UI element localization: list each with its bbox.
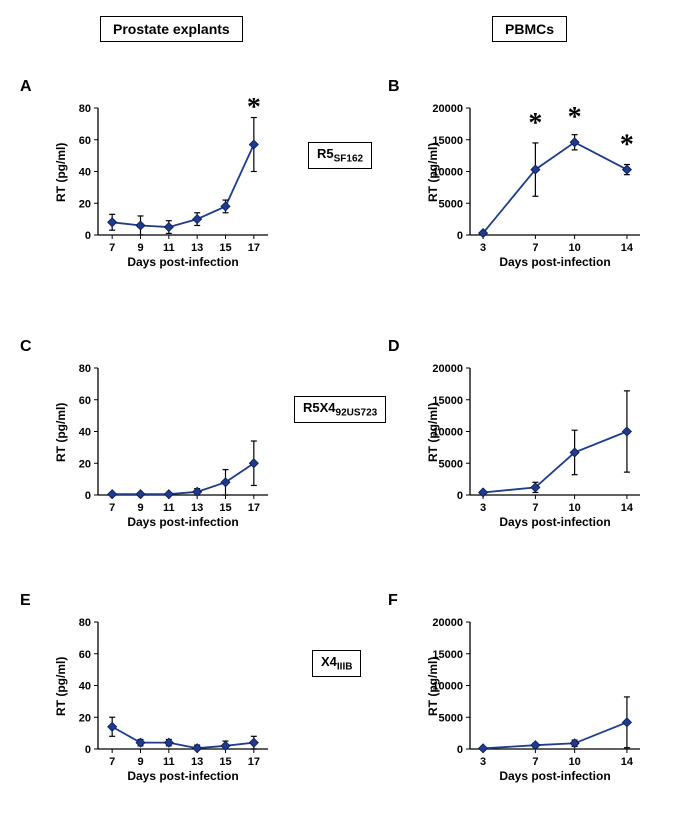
svg-text:14: 14 — [621, 242, 634, 254]
x-axis-label: Days post-infection — [470, 255, 640, 269]
svg-text:13: 13 — [191, 242, 203, 254]
svg-text:60: 60 — [79, 649, 91, 661]
svg-text:10: 10 — [568, 756, 580, 768]
panel-letter: C — [20, 338, 32, 356]
svg-text:3: 3 — [480, 242, 486, 254]
svg-text:0: 0 — [85, 744, 91, 756]
svg-text:*: * — [247, 98, 261, 123]
svg-text:*: * — [568, 102, 582, 133]
svg-text:40: 40 — [79, 427, 91, 439]
svg-text:14: 14 — [621, 502, 634, 514]
svg-text:5000: 5000 — [439, 458, 463, 470]
x-axis-label: Days post-infection — [98, 769, 268, 783]
panel-letter: D — [388, 338, 400, 356]
svg-text:20: 20 — [79, 712, 91, 724]
svg-text:7: 7 — [532, 502, 538, 514]
panel-letter: A — [20, 78, 32, 96]
svg-text:9: 9 — [137, 502, 143, 514]
panel-letter: F — [388, 592, 398, 610]
svg-text:7: 7 — [109, 502, 115, 514]
svg-text:13: 13 — [191, 502, 203, 514]
svg-text:17: 17 — [248, 502, 260, 514]
svg-text:0: 0 — [85, 230, 91, 242]
svg-text:13: 13 — [191, 756, 203, 768]
svg-text:11: 11 — [163, 756, 175, 768]
chart-F: 05000100001500020000371014RT (pg/ml)Days… — [420, 612, 650, 787]
column-header: Prostate explants — [100, 16, 243, 42]
row-label: R5SF162 — [308, 142, 372, 169]
svg-text:7: 7 — [109, 242, 115, 254]
svg-text:20000: 20000 — [432, 103, 463, 115]
svg-text:0: 0 — [457, 744, 463, 756]
svg-text:3: 3 — [480, 502, 486, 514]
y-axis-label: RT (pg/ml) — [54, 656, 68, 715]
figure-root: Prostate explants PBMCs R5SF162 R5X492US723… — [0, 0, 685, 837]
svg-text:3: 3 — [480, 756, 486, 768]
svg-text:0: 0 — [85, 490, 91, 502]
svg-text:11: 11 — [163, 242, 175, 254]
svg-text:20000: 20000 — [432, 363, 463, 375]
svg-text:9: 9 — [137, 756, 143, 768]
svg-text:5000: 5000 — [439, 712, 463, 724]
svg-text:20: 20 — [79, 198, 91, 210]
row-label: X4IIIB — [312, 650, 361, 677]
svg-text:10: 10 — [568, 242, 580, 254]
svg-text:20: 20 — [79, 458, 91, 470]
svg-text:5000: 5000 — [439, 198, 463, 210]
svg-text:15: 15 — [219, 242, 231, 254]
svg-text:60: 60 — [79, 395, 91, 407]
svg-text:11: 11 — [163, 502, 175, 514]
svg-text:14: 14 — [621, 756, 634, 768]
svg-text:40: 40 — [79, 167, 91, 179]
svg-text:*: * — [528, 108, 542, 139]
svg-text:80: 80 — [79, 363, 91, 375]
chart-C: 0 20 40 60 80 7 9 11 13 15 17 RT (pg/ml) Days post-i… — [48, 358, 278, 533]
svg-text:*: * — [620, 130, 634, 161]
x-axis-label: Days post-infection — [98, 255, 268, 269]
svg-text:17: 17 — [248, 756, 260, 768]
svg-text:7: 7 — [532, 756, 538, 768]
chart-B: 05000100001500020000371014***RT (pg/ml)D… — [420, 98, 650, 273]
svg-text:15: 15 — [219, 502, 231, 514]
svg-text:10: 10 — [568, 502, 580, 514]
chart-D: 05000100001500020000371014RT (pg/ml)Days… — [420, 358, 650, 533]
svg-text:20000: 20000 — [432, 617, 463, 629]
chart-A: 0 20 40 60 80 7 9 11 13 15 17 * RT (pg/ml) Days post-… — [48, 98, 278, 273]
svg-text:7: 7 — [532, 242, 538, 254]
panel-letter: B — [388, 78, 400, 96]
svg-text:17: 17 — [248, 242, 260, 254]
y-axis-label: RT (pg/ml) — [54, 402, 68, 461]
x-axis-label: Days post-infection — [98, 515, 268, 529]
svg-text:7: 7 — [109, 756, 115, 768]
svg-text:60: 60 — [79, 135, 91, 147]
x-axis-label: Days post-infection — [470, 769, 640, 783]
svg-text:0: 0 — [457, 230, 463, 242]
y-axis-label: RT (pg/ml) — [426, 656, 440, 715]
x-axis-label: Days post-infection — [470, 515, 640, 529]
svg-text:0: 0 — [457, 490, 463, 502]
svg-text:9: 9 — [137, 242, 143, 254]
y-axis-label: RT (pg/ml) — [426, 402, 440, 461]
row-label: R5X492US723 — [294, 396, 386, 423]
panel-letter: E — [20, 592, 31, 610]
column-header: PBMCs — [492, 16, 567, 42]
svg-text:15: 15 — [219, 756, 231, 768]
svg-text:80: 80 — [79, 617, 91, 629]
y-axis-label: RT (pg/ml) — [426, 142, 440, 201]
y-axis-label: RT (pg/ml) — [54, 142, 68, 201]
svg-text:40: 40 — [79, 681, 91, 693]
svg-text:80: 80 — [79, 103, 91, 115]
chart-E: 0 20 40 60 80 7 9 11 13 15 17 RT (pg/ml) Days post-i… — [48, 612, 278, 787]
